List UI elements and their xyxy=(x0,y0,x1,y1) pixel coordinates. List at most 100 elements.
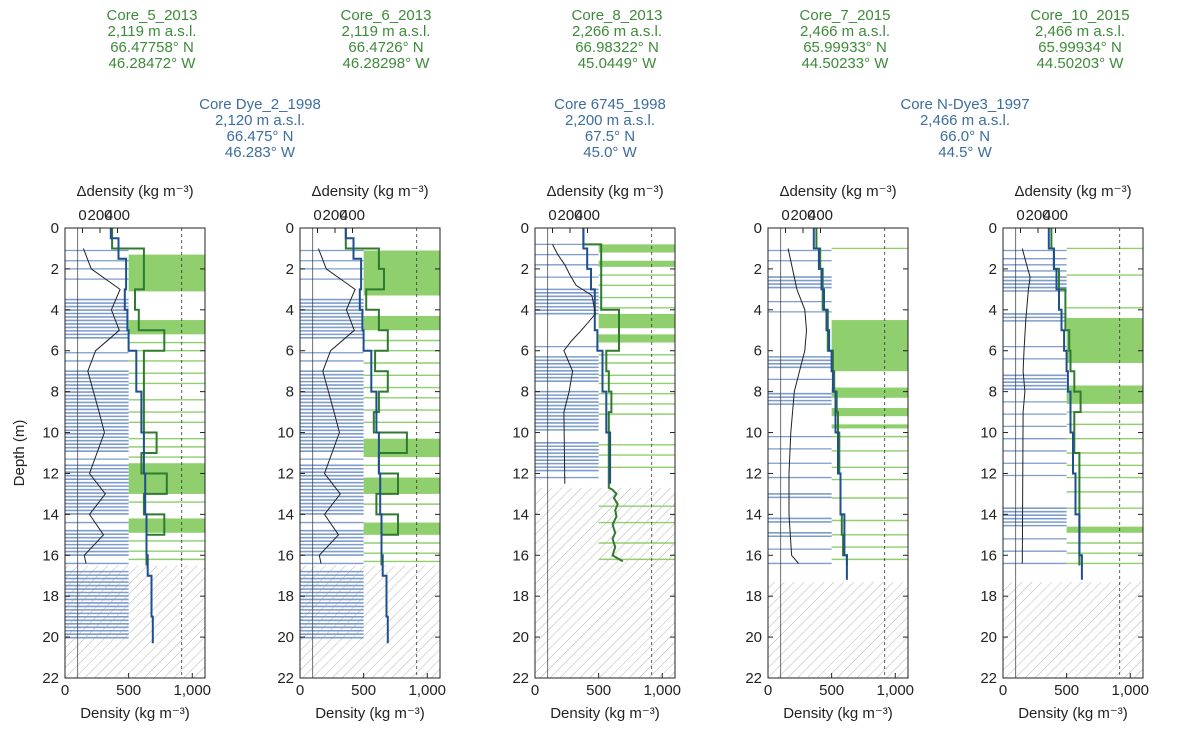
y-tick-label: 16 xyxy=(42,547,59,564)
y-tick-label: 12 xyxy=(980,465,997,482)
top-tick-label: 400 xyxy=(808,207,833,224)
x-axis-label: Density (kg m⁻³) xyxy=(1018,705,1128,722)
top-tick-label: 0 xyxy=(548,207,556,224)
x-tick-label: 1,000 xyxy=(876,682,914,699)
historic-core-header-lon: 45.0° W xyxy=(583,144,637,161)
top-tick-label: 200 xyxy=(557,207,582,224)
y-tick-label: 8 xyxy=(286,384,294,401)
core-header-4: Core_10_2015 2,466 m a.s.l. 65.99934° N 44.… xyxy=(990,8,1170,72)
series-1-line xyxy=(582,228,612,484)
y-tick-label: 10 xyxy=(745,425,762,442)
y-tick-label: 10 xyxy=(42,425,59,442)
core-header-lat: 65.99934° N xyxy=(1038,39,1122,56)
top-tick-label: 400 xyxy=(575,207,600,224)
ice-layer-band xyxy=(1066,318,1143,363)
top-axis-label: Δdensity (kg m⁻³) xyxy=(311,183,428,200)
historic-core-header-name: Core Dye_2_1998 xyxy=(199,96,321,113)
historic-core-header-lat: 67.5° N xyxy=(584,128,636,145)
x-tick-label: 500 xyxy=(351,682,376,699)
core-header-name: Core_10_2015 xyxy=(1030,7,1130,24)
series-1-line xyxy=(344,228,389,644)
series-0-line xyxy=(582,228,624,563)
core-header-name: Core_7_2015 xyxy=(799,7,891,24)
top-tick-label: 0 xyxy=(781,207,789,224)
core-header-name: Core_6_2013 xyxy=(340,7,432,24)
ice-layer-band xyxy=(831,387,908,398)
y-tick-label: 18 xyxy=(512,588,529,605)
y-tick-label: 0 xyxy=(989,220,997,237)
y-tick-label: 2 xyxy=(989,261,997,278)
series-0-line xyxy=(815,228,848,566)
ice-layer-band xyxy=(831,424,908,429)
x-tick-label: 0 xyxy=(296,682,304,699)
x-axis-label: Density (kg m⁻³) xyxy=(550,705,660,722)
core-header-elev: 2,466 m a.s.l. xyxy=(1034,23,1126,40)
historic-core-header-1: Core 6745_1998 2,200 m a.s.l. 67.5° N 45.0°… xyxy=(520,97,700,161)
top-tick-label: 200 xyxy=(1025,207,1050,224)
ice-layer-band xyxy=(128,518,205,533)
core-header-name: Core_8_2013 xyxy=(571,7,663,24)
y-tick-label: 18 xyxy=(980,588,997,605)
y-tick-label: 6 xyxy=(286,343,294,360)
series-1-line xyxy=(1047,228,1083,580)
historic-core-header-lon: 44.5° W xyxy=(938,144,992,161)
x-tick-label: 500 xyxy=(1054,682,1079,699)
ice-layer-band xyxy=(363,477,440,494)
historic-core-header-elev: 2,466 m a.s.l. xyxy=(919,112,1011,129)
top-tick-label: 400 xyxy=(1043,207,1068,224)
y-tick-label: 10 xyxy=(277,425,294,442)
historic-core-header-name: Core 6745_1998 xyxy=(554,96,666,113)
y-tick-label: 6 xyxy=(989,343,997,360)
historic-core-header-lon: 46.283° W xyxy=(224,144,296,161)
core-header-3: Core_7_2015 2,466 m a.s.l. 65.99933° N 44.5… xyxy=(755,8,935,72)
core-header-lon: 44.50233° W xyxy=(801,55,889,72)
historic-core-header-elev: 2,120 m a.s.l. xyxy=(214,112,306,129)
y-tick-label: 22 xyxy=(512,670,529,687)
series-2-line xyxy=(1021,248,1031,564)
no-data-hatch xyxy=(535,487,675,678)
y-tick-label: 20 xyxy=(277,629,294,646)
y-tick-label: 20 xyxy=(980,629,997,646)
y-tick-label: 14 xyxy=(512,506,529,523)
y-tick-label: 22 xyxy=(277,670,294,687)
x-tick-label: 0 xyxy=(999,682,1007,699)
y-tick-label: 20 xyxy=(42,629,59,646)
y-tick-label: 12 xyxy=(512,465,529,482)
y-axis-label: Depth (m) xyxy=(11,420,28,487)
plot-frame xyxy=(64,227,206,679)
x-tick-label: 1,000 xyxy=(173,682,211,699)
core-header-lon: 45.0449° W xyxy=(577,55,657,72)
plot-frame xyxy=(299,227,441,679)
core-header-lat: 65.99933° N xyxy=(803,39,887,56)
y-tick-label: 18 xyxy=(745,588,762,605)
y-tick-label: 20 xyxy=(745,629,762,646)
core-header-lat: 66.4726° N xyxy=(348,39,424,56)
series-2-line xyxy=(552,244,596,484)
series-2-line xyxy=(82,248,121,564)
x-tick-label: 500 xyxy=(116,682,141,699)
y-tick-label: 6 xyxy=(51,343,59,360)
y-tick-label: 4 xyxy=(521,302,529,319)
no-data-hatch xyxy=(1003,581,1143,678)
series-2-line xyxy=(787,248,808,564)
y-tick-label: 4 xyxy=(286,302,294,319)
y-tick-label: 4 xyxy=(989,302,997,319)
top-tick-label: 0 xyxy=(78,207,86,224)
ice-layer-band xyxy=(1066,385,1143,404)
y-tick-label: 16 xyxy=(512,547,529,564)
y-tick-label: 8 xyxy=(521,384,529,401)
core-header-0: Core_5_2013 2,119 m a.s.l. 66.47758° N 46.2… xyxy=(62,8,242,72)
x-tick-label: 1,000 xyxy=(643,682,681,699)
y-tick-label: 12 xyxy=(42,465,59,482)
series-1-line xyxy=(109,228,154,644)
core-header-lat: 66.98322° N xyxy=(575,39,659,56)
y-tick-label: 14 xyxy=(277,506,294,523)
y-tick-label: 22 xyxy=(980,670,997,687)
y-tick-label: 10 xyxy=(980,425,997,442)
historic-core-header-lat: 66.475° N xyxy=(226,128,294,145)
ice-layer-band xyxy=(598,313,675,329)
historic-core-header-elev: 2,200 m a.s.l. xyxy=(564,112,656,129)
